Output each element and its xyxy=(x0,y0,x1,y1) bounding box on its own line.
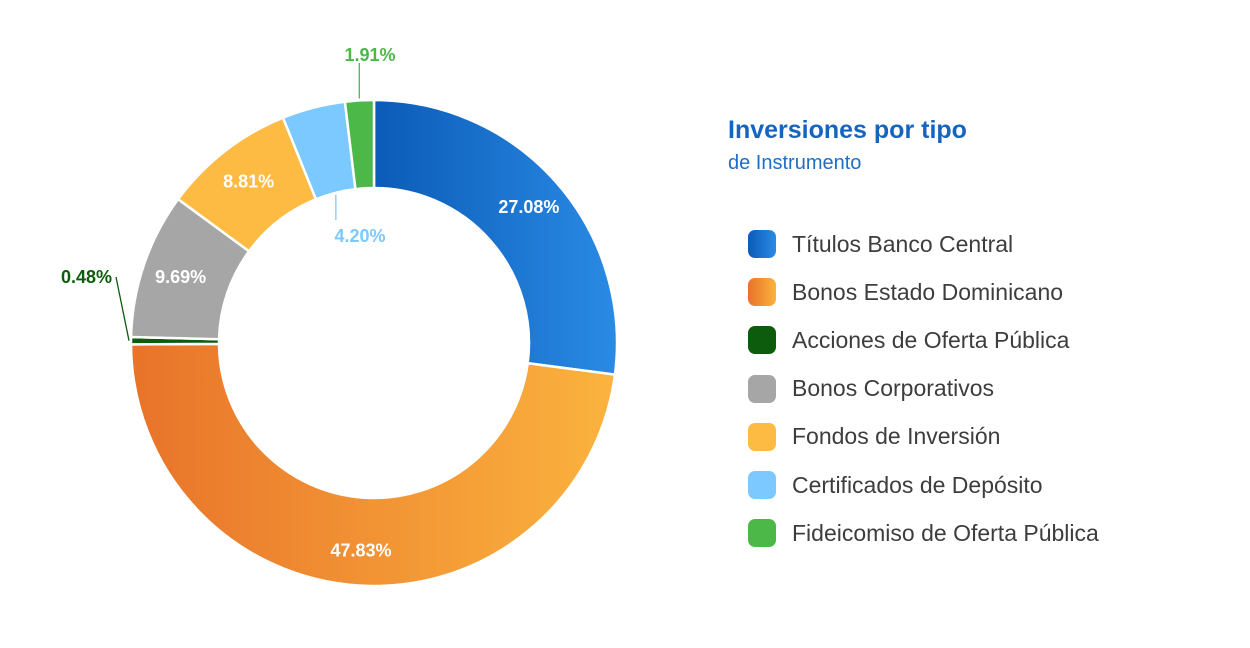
legend-label: Fondos de Inversión xyxy=(792,423,1001,450)
data-label: 4.20% xyxy=(334,226,385,246)
data-labels: 27.08% 47.83% 0.48% 9.69% 8.81% 4.20% 1.91% xyxy=(61,45,559,560)
legend-swatch xyxy=(748,278,776,307)
chart-legend: Títulos Banco Central Bonos Estado Domini… xyxy=(748,220,1099,557)
data-label: 8.81% xyxy=(223,172,274,192)
legend-swatch xyxy=(748,326,776,355)
legend-label: Fideicomiso de Oferta Pública xyxy=(792,519,1099,546)
leader-line xyxy=(115,276,130,341)
legend-item: Acciones de Oferta Pública xyxy=(748,316,1099,364)
legend-label: Certificados de Depósito xyxy=(792,471,1043,498)
legend-label: Títulos Banco Central xyxy=(792,230,1014,257)
donut-slices xyxy=(129,98,619,588)
legend-swatch xyxy=(748,422,776,451)
legend-item: Títulos Banco Central xyxy=(748,220,1099,268)
legend-swatch xyxy=(748,471,776,500)
legend-swatch xyxy=(748,374,776,403)
chart-subtitle: de Instrumento xyxy=(728,152,862,174)
legend-item: Certificados de Depósito xyxy=(748,461,1099,509)
data-label: 9.69% xyxy=(155,267,206,287)
legend-item: Fondos de Inversión xyxy=(748,413,1099,461)
slice-t-tulos-banco-central xyxy=(372,98,619,377)
chart-title: Inversiones por tipo xyxy=(728,116,967,144)
data-label: 27.08% xyxy=(498,197,559,217)
legend-item: Bonos Corporativos xyxy=(748,365,1099,413)
legend-label: Acciones de Oferta Pública xyxy=(792,326,1070,353)
legend-swatch xyxy=(748,230,776,259)
data-label: 47.83% xyxy=(330,540,391,560)
legend-item: Bonos Estado Dominicano xyxy=(748,268,1099,316)
slice-fideicomiso-de-oferta-p-blica xyxy=(343,98,376,191)
slice-bonos-estado-dominicano xyxy=(129,342,617,588)
data-label: 1.91% xyxy=(344,45,395,65)
legend-label: Bonos Estado Dominicano xyxy=(792,278,1064,305)
legend-label: Bonos Corporativos xyxy=(792,375,994,402)
data-label: 0.48% xyxy=(61,267,112,287)
legend-swatch xyxy=(748,519,776,548)
legend-item: Fideicomiso de Oferta Pública xyxy=(748,509,1099,557)
